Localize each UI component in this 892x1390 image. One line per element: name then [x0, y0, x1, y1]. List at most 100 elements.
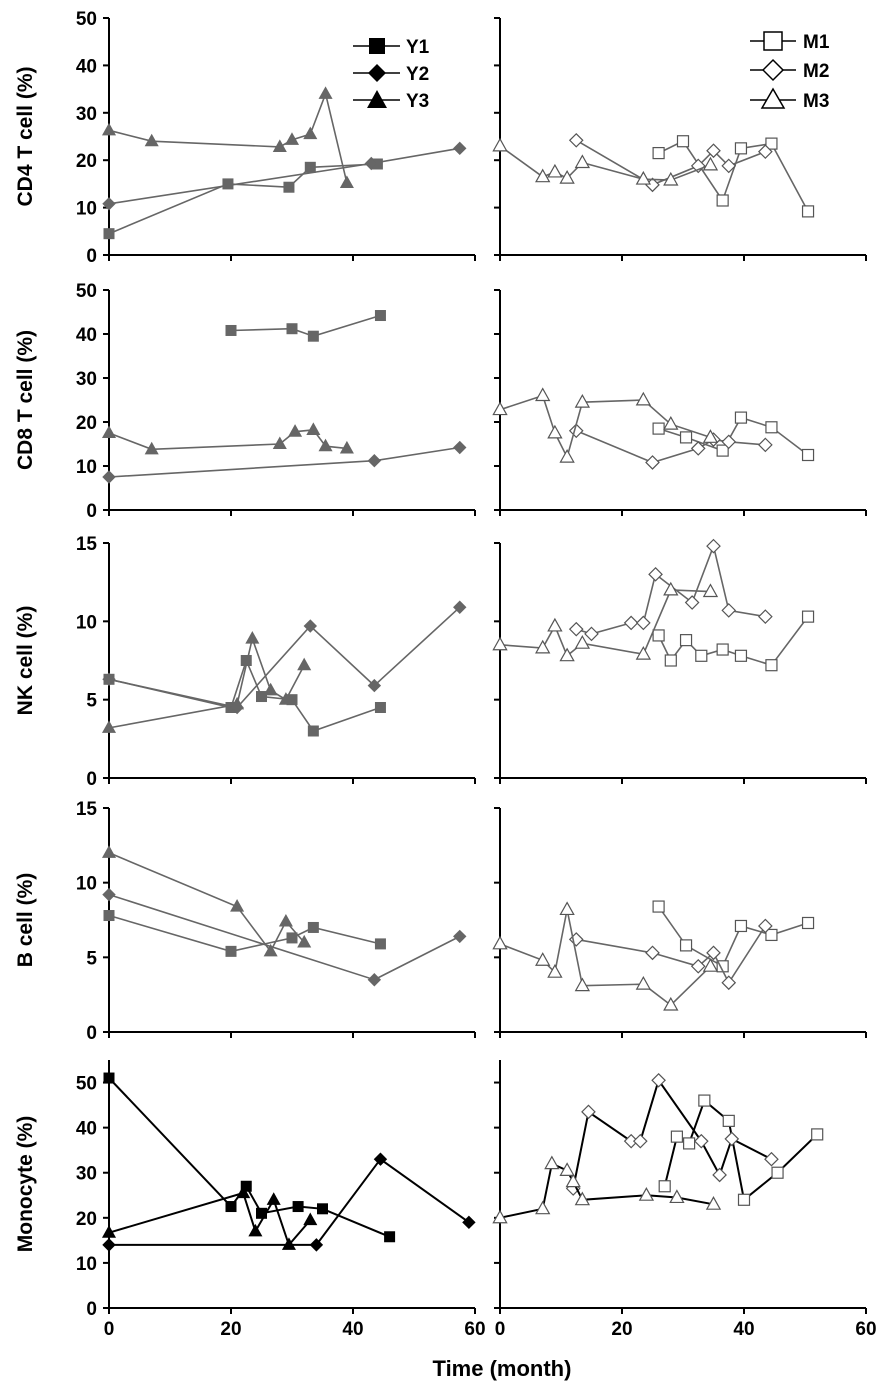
data-point-y3 [303, 1212, 318, 1226]
data-point-m1 [801, 916, 815, 930]
data-point-m1 [765, 137, 778, 150]
data-point-m3 [702, 583, 719, 598]
data-point-m2 [568, 621, 584, 637]
data-point-y1 [286, 323, 298, 335]
data-point-m2 [758, 437, 773, 453]
data-point-m2 [581, 1104, 596, 1120]
y-tick-label: 0 [86, 246, 97, 267]
panel-right-b-cell [492, 807, 867, 1038]
data-point-m3 [535, 1200, 551, 1215]
data-point-y1 [307, 725, 319, 737]
series-y3 [101, 86, 354, 189]
legend-y2-label: Y2 [406, 64, 429, 85]
y-tick-label: 30 [76, 369, 97, 390]
data-point-m1 [811, 1128, 824, 1141]
series-line-m3 [499, 909, 712, 1007]
series-line-m3 [499, 1162, 714, 1219]
series-m2 [568, 538, 773, 642]
panel-left-cd4-t-cell: 0 10 20 30 40 50 [76, 9, 476, 267]
data-point-m1 [801, 448, 815, 462]
data-point-y3 [101, 425, 117, 439]
data-point-y2 [102, 197, 116, 211]
data-point-y2 [102, 887, 116, 902]
series-y1 [103, 655, 386, 737]
series-m1 [658, 1094, 824, 1206]
data-point-y3 [263, 943, 278, 957]
x-tick-label: 60 [855, 1319, 876, 1340]
data-point-y1 [222, 178, 234, 190]
x-tick-label: 60 [464, 1319, 485, 1340]
data-point-m2 [645, 945, 660, 961]
data-point-m1 [652, 422, 665, 435]
panel-row-cd4-t-cell: CD4 T cell (%) 0 10 20 30 40 50 [14, 9, 867, 267]
data-point-m3 [635, 975, 652, 990]
data-point-y3 [144, 133, 159, 147]
data-point-m3 [669, 1189, 685, 1204]
x-tick-label: 40 [733, 1319, 754, 1340]
data-point-m1 [679, 634, 693, 647]
data-point-m2 [721, 603, 737, 618]
data-point-m1 [716, 194, 729, 207]
data-point-m2 [584, 626, 599, 642]
data-point-y3 [284, 132, 300, 145]
data-point-y2 [367, 678, 382, 693]
data-point-m3 [492, 935, 508, 950]
data-point-m1 [679, 939, 693, 952]
data-point-m2 [690, 441, 706, 456]
data-point-m2 [706, 143, 721, 159]
panel-right-nk-cell [492, 538, 867, 784]
series-line-y2 [108, 446, 460, 478]
series-m2 [568, 918, 773, 991]
data-point-y3 [281, 1237, 296, 1250]
data-point-m1 [771, 1166, 784, 1179]
y-tick-label: 10 [76, 199, 97, 220]
data-point-m2 [693, 1133, 709, 1149]
y-tick-label: 20 [76, 413, 97, 434]
series-m2 [565, 1072, 779, 1196]
data-point-m3 [559, 448, 575, 463]
series-line-y2 [108, 893, 461, 981]
data-point-m3 [702, 156, 719, 171]
data-point-y2 [364, 156, 379, 171]
y-tick-label: 0 [86, 769, 97, 790]
data-point-y1 [225, 945, 237, 957]
data-point-m1 [722, 1114, 735, 1127]
data-point-m2 [721, 158, 737, 174]
data-point-y2 [102, 1238, 116, 1252]
panel-right-cd8-t-cell [492, 289, 867, 516]
series-line-m1 [663, 1098, 818, 1202]
series-m3 [492, 901, 719, 1011]
series-line-y1 [108, 163, 378, 235]
y-tick-label: 50 [76, 1074, 97, 1095]
data-point-m3 [663, 171, 679, 186]
data-point-y2 [367, 973, 382, 987]
data-point-m3 [702, 958, 719, 972]
x-tick-label: 0 [495, 1319, 506, 1340]
data-point-m3 [635, 170, 652, 185]
data-point-y1 [283, 181, 295, 193]
data-point-y3 [144, 441, 159, 455]
data-point-m3 [574, 154, 591, 169]
series-line-m2 [575, 430, 766, 464]
series-m1 [652, 411, 815, 462]
data-point-m2 [636, 615, 651, 631]
y-tick-label: 5 [86, 691, 97, 712]
data-point-m2 [651, 1072, 666, 1088]
data-point-y3 [263, 682, 278, 696]
legend-y3-marker [367, 90, 387, 108]
data-point-m1 [682, 1137, 696, 1150]
panel-row-nk-cell: NK cell (%) 0 5 10 15 [14, 534, 867, 790]
series-y3 [101, 631, 312, 733]
data-point-y2 [367, 454, 382, 468]
data-point-m2 [724, 1131, 740, 1147]
y-tick-label: 50 [76, 9, 97, 30]
data-point-m2 [623, 615, 639, 631]
panel-left-nk-cell: 0 5 10 15 [76, 534, 476, 790]
x-tick-label: 20 [611, 1319, 632, 1340]
data-point-m1 [716, 444, 729, 457]
series-line-y1 [230, 314, 381, 338]
y-axis-title-monocyte: Monocyte (%) [14, 1116, 37, 1253]
data-point-m3 [574, 977, 591, 992]
series-m1 [652, 900, 815, 973]
series-y3 [101, 845, 312, 957]
